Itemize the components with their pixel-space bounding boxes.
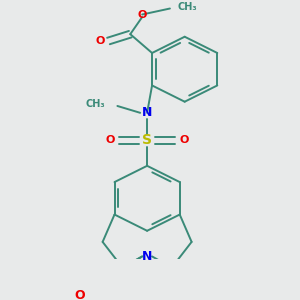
Text: O: O (106, 135, 115, 145)
Text: O: O (179, 135, 188, 145)
Text: CH₃: CH₃ (178, 2, 197, 12)
Text: N: N (142, 250, 152, 263)
Text: O: O (74, 289, 85, 300)
Text: O: O (137, 10, 147, 20)
Text: O: O (96, 36, 105, 46)
Text: S: S (142, 133, 152, 147)
Text: N: N (142, 106, 152, 119)
Text: CH₃: CH₃ (86, 99, 106, 109)
